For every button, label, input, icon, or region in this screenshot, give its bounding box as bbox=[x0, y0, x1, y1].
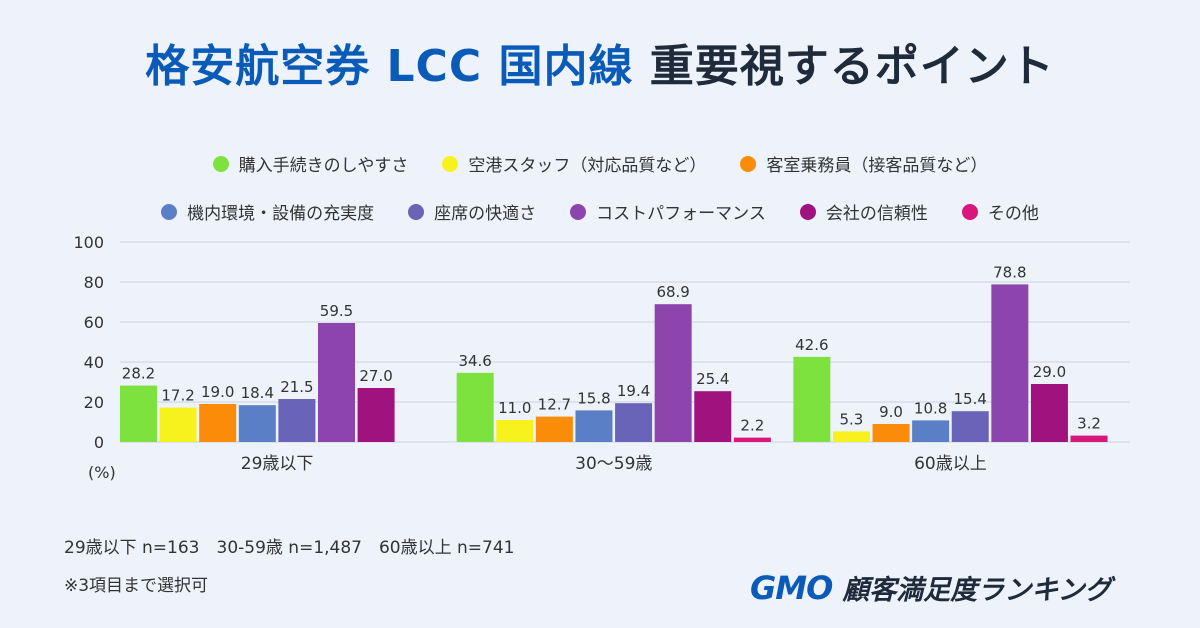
bar bbox=[278, 399, 316, 442]
bar bbox=[535, 416, 573, 442]
legend-item: 会社の信頼性 bbox=[799, 199, 928, 224]
title-part2: 重要視するポイント bbox=[649, 41, 1055, 92]
bar-chart: 0 20 40 60 80 100 (%) 28.2 17.2 19.0 18.4 21.5 59.5 2… bbox=[73, 233, 1130, 482]
legend-item: 空港スタッフ（対応品質など） bbox=[442, 151, 706, 176]
bar bbox=[120, 385, 157, 442]
bar bbox=[615, 403, 653, 442]
data-label: 78.8 bbox=[993, 263, 1026, 281]
y-tick-label: 20 bbox=[84, 393, 104, 412]
data-label: 12.7 bbox=[538, 396, 571, 414]
bar bbox=[872, 424, 910, 442]
legend-swatch bbox=[212, 155, 229, 172]
legend-item: 客室乗務員（接客品質など） bbox=[740, 151, 987, 176]
data-label: 19.0 bbox=[201, 383, 234, 401]
data-label: 34.6 bbox=[458, 352, 491, 370]
data-label: 15.4 bbox=[954, 390, 987, 408]
y-tick-label: 80 bbox=[84, 273, 104, 292]
data-label: 59.5 bbox=[320, 302, 353, 320]
legend-swatch bbox=[570, 203, 587, 220]
bar bbox=[991, 284, 1029, 442]
legend-label: その他 bbox=[987, 204, 1039, 224]
data-label: 21.5 bbox=[280, 378, 313, 396]
y-tick-label: 40 bbox=[84, 353, 104, 372]
sample-size-note: 29歳以下 n=163 30-59歳 n=1,487 60歳以上 n=741 bbox=[64, 538, 515, 558]
data-label: 42.6 bbox=[795, 336, 828, 354]
data-label: 27.0 bbox=[359, 367, 392, 385]
legend-swatch bbox=[799, 203, 816, 220]
legend-label: コストパフォーマンス bbox=[596, 204, 766, 224]
logo-mark: GMO bbox=[750, 568, 833, 607]
data-label: 29.0 bbox=[1033, 363, 1066, 381]
data-label: 25.4 bbox=[696, 370, 729, 388]
bar bbox=[238, 405, 276, 442]
legend-label: 空港スタッフ（対応品質など） bbox=[468, 156, 707, 176]
legend-item: 機内環境・設備の充実度 bbox=[161, 199, 374, 224]
legend-label: 購入手続きのしやすさ bbox=[238, 156, 409, 176]
bar bbox=[199, 404, 237, 442]
legend-label: 座席の快適さ bbox=[434, 204, 537, 224]
title-part1: 格安航空券 LCC 国内線 bbox=[145, 41, 634, 92]
legend-item: 座席の快適さ bbox=[408, 199, 536, 224]
bar bbox=[733, 437, 771, 442]
data-label: 10.8 bbox=[914, 399, 947, 417]
data-label: 68.9 bbox=[656, 283, 689, 301]
legend-label: 会社の信頼性 bbox=[825, 204, 928, 224]
y-tick-label: 60 bbox=[84, 313, 104, 332]
data-label: 19.4 bbox=[617, 382, 650, 400]
bar bbox=[496, 420, 534, 442]
bar bbox=[159, 407, 197, 442]
bar bbox=[318, 323, 355, 442]
y-tick-label: 100 bbox=[73, 233, 104, 252]
bar bbox=[357, 388, 395, 442]
bar bbox=[456, 372, 494, 442]
bar bbox=[832, 431, 870, 442]
data-label: 3.2 bbox=[1077, 415, 1101, 433]
data-label: 17.2 bbox=[161, 387, 194, 405]
bar bbox=[654, 304, 692, 442]
legend-row-2: 機内環境・設備の充実度 座席の快適さ コストパフォーマンス 会社の信頼性 その他 bbox=[0, 199, 1200, 224]
bar bbox=[1070, 435, 1108, 442]
legend-swatch bbox=[442, 155, 459, 172]
legend-item: コストパフォーマンス bbox=[570, 199, 766, 224]
y-tick-label: 0 bbox=[94, 433, 104, 452]
legend-item: 購入手続きのしやすさ bbox=[212, 151, 409, 176]
legend-swatch bbox=[961, 203, 978, 220]
selection-note: ※3項目まで選択可 bbox=[64, 576, 209, 596]
data-label: 18.4 bbox=[241, 384, 274, 402]
data-label: 5.3 bbox=[840, 410, 864, 428]
gmo-logo: GMO 顧客満足度ランキング bbox=[750, 568, 1112, 607]
x-tick-label: 60歳以上 bbox=[914, 454, 987, 474]
x-tick-label: 30〜59歳 bbox=[575, 454, 652, 474]
legend-label: 客室乗務員（接客品質など） bbox=[766, 156, 988, 176]
bar bbox=[694, 391, 732, 442]
legend-swatch bbox=[161, 203, 178, 220]
chart-title: 格安航空券 LCC 国内線 重要視するポイント bbox=[0, 30, 1200, 94]
bar bbox=[951, 411, 989, 442]
bar bbox=[1030, 384, 1068, 442]
data-label: 15.8 bbox=[577, 389, 610, 407]
legend-item: その他 bbox=[961, 199, 1039, 224]
x-tick-label: 29歳以下 bbox=[241, 454, 314, 474]
legend-swatch bbox=[740, 155, 757, 172]
y-axis-unit: (%) bbox=[88, 463, 116, 482]
bar bbox=[575, 410, 613, 442]
legend-row-1: 購入手続きのしやすさ 空港スタッフ（対応品質など） 客室乗務員（接客品質など） bbox=[0, 151, 1200, 176]
data-label: 9.0 bbox=[879, 403, 903, 421]
data-label: 28.2 bbox=[122, 365, 155, 383]
data-label: 2.2 bbox=[740, 417, 764, 435]
bar bbox=[793, 356, 831, 442]
data-label: 11.0 bbox=[498, 399, 531, 417]
legend-swatch bbox=[408, 203, 425, 220]
logo-text: 顧客満足度ランキング bbox=[842, 575, 1112, 606]
legend-label: 機内環境・設備の充実度 bbox=[187, 204, 375, 224]
bar bbox=[912, 420, 950, 442]
